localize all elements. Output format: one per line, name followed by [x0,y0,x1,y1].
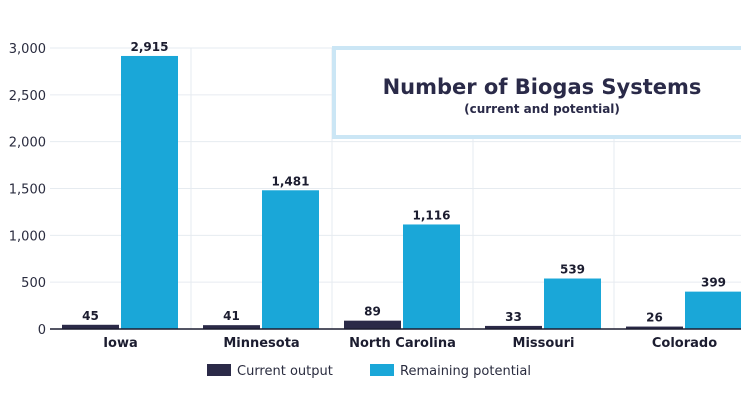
y-tick-label: 2,000 [9,136,46,151]
bar-current-output [344,320,401,329]
title-box-frame [332,46,741,139]
chart-subtitle: (current and potential) [464,102,620,116]
data-label: 41 [223,309,240,323]
bar-remaining-potential [544,278,601,329]
chart-title: Number of Biogas Systems [383,75,702,99]
data-label: 33 [505,310,522,324]
bar-current-output [203,325,260,329]
bar-remaining-potential [685,291,741,329]
y-tick-label: 1,000 [9,229,46,244]
category-label: North Carolina [349,336,456,351]
bars [62,55,741,329]
legend: Current output Remaining potential [207,364,531,379]
y-axis-ticks: 0 500 1,000 1,500 2,000 2,500 3,000 [9,42,46,338]
bar-remaining-potential [262,190,319,329]
legend-swatch [370,364,394,376]
data-label: 89 [364,305,381,319]
data-label: 1,116 [413,208,451,222]
data-label: 539 [560,263,585,277]
category-labels: Iowa Minnesota North Carolina Missouri Color… [103,336,717,351]
bar-current-output [485,325,542,329]
y-tick-label: 0 [38,323,46,338]
legend-label: Current output [237,364,333,379]
data-label: 45 [82,309,99,323]
y-tick-label: 3,000 [9,42,46,57]
bar-current-output [62,324,119,329]
data-label: 399 [701,276,726,290]
data-label: 26 [646,311,663,325]
data-label: 1,481 [272,174,310,188]
category-label: Colorado [652,336,717,351]
bar-remaining-potential [403,224,460,329]
category-label: Minnesota [223,336,299,351]
y-tick-label: 1,500 [9,183,46,198]
y-tick-label: 500 [21,276,46,291]
legend-label: Remaining potential [400,364,531,379]
legend-swatch [207,364,231,376]
bar-remaining-potential [121,55,178,329]
bar-current-output [626,326,683,329]
category-label: Iowa [103,336,138,351]
y-tick-label: 2,500 [9,89,46,104]
data-label: 2,915 [131,40,169,54]
title-box: Number of Biogas Systems (current and po… [332,46,741,139]
data-labels: 45 2,915 41 1,481 89 1,116 33 539 26 399 [82,40,726,325]
category-label: Missouri [513,336,575,351]
